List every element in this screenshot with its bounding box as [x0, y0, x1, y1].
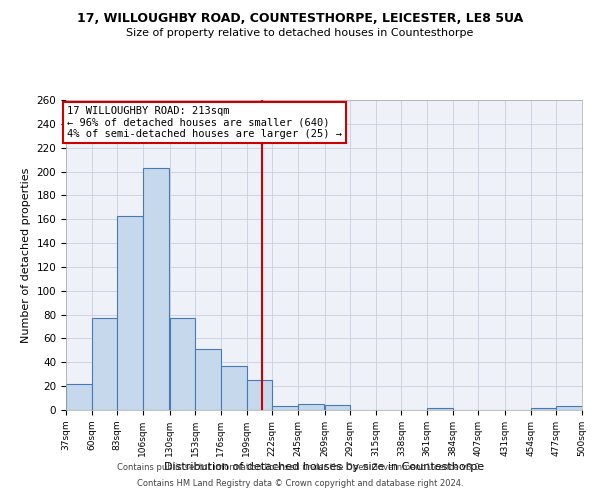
Bar	[117, 216, 143, 410]
Text: 17, WILLOUGHBY ROAD, COUNTESTHORPE, LEICESTER, LE8 5UA: 17, WILLOUGHBY ROAD, COUNTESTHORPE, LEIC…	[77, 12, 523, 26]
Bar	[531, 408, 556, 410]
Text: Size of property relative to detached houses in Countesthorpe: Size of property relative to detached ho…	[127, 28, 473, 38]
Bar	[298, 404, 324, 410]
Bar	[325, 405, 350, 410]
Bar	[195, 349, 221, 410]
Bar	[247, 380, 272, 410]
Bar	[272, 406, 298, 410]
Bar	[556, 406, 582, 410]
Text: Contains public sector information licensed under the Open Government Licence v3: Contains public sector information licen…	[118, 464, 482, 472]
Bar	[170, 318, 195, 410]
Bar	[427, 408, 453, 410]
X-axis label: Distribution of detached houses by size in Countesthorpe: Distribution of detached houses by size …	[164, 462, 484, 471]
Bar	[221, 366, 247, 410]
Text: Contains HM Land Registry data © Crown copyright and database right 2024.: Contains HM Land Registry data © Crown c…	[137, 478, 463, 488]
Bar	[66, 384, 92, 410]
Text: 17 WILLOUGHBY ROAD: 213sqm
← 96% of detached houses are smaller (640)
4% of semi: 17 WILLOUGHBY ROAD: 213sqm ← 96% of deta…	[67, 106, 342, 139]
Bar	[143, 168, 169, 410]
Bar	[92, 318, 117, 410]
Y-axis label: Number of detached properties: Number of detached properties	[21, 168, 31, 342]
